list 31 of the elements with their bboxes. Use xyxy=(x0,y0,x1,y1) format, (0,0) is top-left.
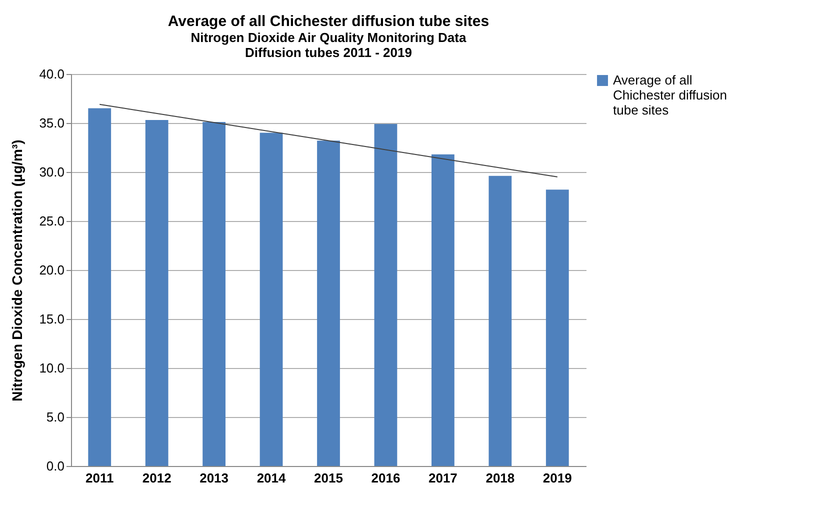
x-tick-label: 2013 xyxy=(200,470,229,486)
y-tick-label: 15.0 xyxy=(39,312,64,326)
y-tick-label: 30.0 xyxy=(39,164,64,180)
x-tick-label: 2014 xyxy=(256,470,287,486)
x-tick-label: 2017 xyxy=(428,470,458,486)
bar xyxy=(546,190,569,466)
y-tick-label: 0.0 xyxy=(46,458,64,474)
chart-title: Average of all Chichester diffusion tube sites xyxy=(168,13,490,30)
y-tick-label: 5.0 xyxy=(46,410,64,424)
x-tick-label: 2019 xyxy=(542,470,572,486)
x-tick-label: 2015 xyxy=(314,470,343,486)
legend-label: Average of all Chichester diffusion tube sites xyxy=(613,72,727,118)
x-tick-label: 2012 xyxy=(142,470,172,486)
bar xyxy=(488,176,512,466)
bar xyxy=(260,132,283,466)
y-tick-label: 40.0 xyxy=(39,66,64,82)
y-tick-label: 35.0 xyxy=(39,116,64,130)
chart-subtitle: Nitrogen Dioxide Air Quality Monitoring Data Diffusion tubes 2011 - 2019 xyxy=(190,30,467,60)
bar xyxy=(432,154,454,466)
y-tick-label: 10.0 xyxy=(39,360,64,376)
bar xyxy=(317,140,340,466)
bar xyxy=(374,124,398,466)
y-tick-label: 25.0 xyxy=(39,214,64,228)
y-axis-title: Nitrogen Dioxide Concentration (µg/m³) xyxy=(9,140,26,402)
x-tick-label: 2016 xyxy=(371,470,400,486)
x-tick-label: 2018 xyxy=(486,470,515,486)
bar xyxy=(88,108,112,466)
y-tick-label: 20.0 xyxy=(39,262,64,278)
x-tick-label: 2011 xyxy=(86,470,114,486)
bar xyxy=(202,122,226,466)
bar xyxy=(145,120,168,466)
